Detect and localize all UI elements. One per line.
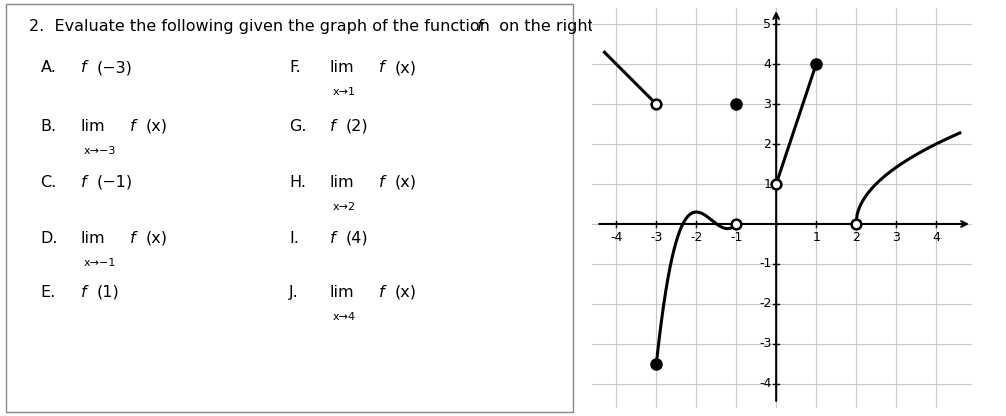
Text: -4: -4 <box>759 377 772 390</box>
Text: x→2: x→2 <box>333 202 356 212</box>
Text: 1: 1 <box>764 178 772 191</box>
Text: E.: E. <box>40 285 55 300</box>
Text: f: f <box>379 175 384 190</box>
Text: lim: lim <box>330 175 354 190</box>
Text: (x): (x) <box>394 60 416 75</box>
Text: lim: lim <box>330 60 354 75</box>
Text: (4): (4) <box>345 231 368 246</box>
Text: f: f <box>80 285 87 300</box>
Text: f: f <box>130 231 136 246</box>
Text: (−1): (−1) <box>97 175 133 190</box>
Text: 5: 5 <box>764 18 772 31</box>
Text: -4: -4 <box>611 231 623 244</box>
Text: x→−3: x→−3 <box>83 146 117 156</box>
Text: (x): (x) <box>394 285 416 300</box>
Text: F.: F. <box>289 60 301 75</box>
Text: C.: C. <box>40 175 56 190</box>
Text: -3: -3 <box>759 337 772 350</box>
Text: -2: -2 <box>759 297 772 310</box>
Text: lim: lim <box>80 231 106 246</box>
Text: -1: -1 <box>759 258 772 270</box>
Text: 2.  Evaluate the following given the graph of the function: 2. Evaluate the following given the grap… <box>29 19 490 34</box>
Text: x→−1: x→−1 <box>83 258 117 268</box>
Text: A.: A. <box>40 60 56 75</box>
Text: f: f <box>477 19 483 34</box>
Text: D.: D. <box>40 231 58 246</box>
Text: -1: -1 <box>730 231 742 244</box>
Text: f: f <box>330 119 335 134</box>
Text: 3: 3 <box>764 98 772 111</box>
Text: H.: H. <box>289 175 306 190</box>
Text: 3: 3 <box>892 231 900 244</box>
Text: G.: G. <box>289 119 307 134</box>
Text: on the right:: on the right: <box>489 19 599 34</box>
Text: f: f <box>379 285 384 300</box>
Text: lim: lim <box>330 285 354 300</box>
Text: 4: 4 <box>932 231 940 244</box>
Text: 1: 1 <box>812 231 820 244</box>
Text: (x): (x) <box>146 119 168 134</box>
Text: 2: 2 <box>852 231 860 244</box>
Text: (1): (1) <box>97 285 120 300</box>
Text: f: f <box>80 60 87 75</box>
Text: -2: -2 <box>690 231 702 244</box>
Text: -3: -3 <box>650 231 663 244</box>
Text: (2): (2) <box>345 119 368 134</box>
Text: x→1: x→1 <box>333 87 355 97</box>
Text: lim: lim <box>80 119 106 134</box>
Text: 4: 4 <box>764 58 772 71</box>
Text: B.: B. <box>40 119 56 134</box>
Text: J.: J. <box>289 285 299 300</box>
Text: 2: 2 <box>764 138 772 151</box>
Text: f: f <box>379 60 384 75</box>
Text: f: f <box>80 175 87 190</box>
Text: (x): (x) <box>394 175 416 190</box>
Text: I.: I. <box>289 231 299 246</box>
Text: (−3): (−3) <box>97 60 133 75</box>
Text: f: f <box>330 231 335 246</box>
Text: f: f <box>130 119 136 134</box>
Text: x→4: x→4 <box>333 312 356 322</box>
Text: (x): (x) <box>146 231 168 246</box>
